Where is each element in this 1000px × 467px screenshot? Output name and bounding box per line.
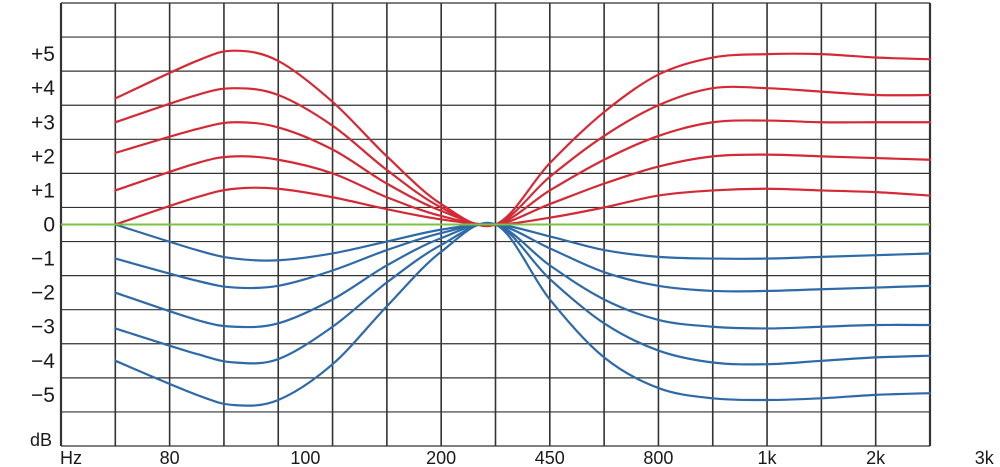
x-tick-label: 3k (975, 448, 995, 467)
y-tick-label: +4 (31, 77, 55, 100)
cut-curve-6 (114, 223, 932, 262)
boost-curve-4 (114, 153, 932, 226)
boost-curve-5 (114, 186, 932, 226)
y-tick-label: −2 (31, 282, 55, 305)
boost-curve-1 (114, 49, 932, 228)
x-unit-label: Hz (60, 448, 82, 467)
y-unit-label: dB (30, 430, 52, 450)
cut-curve-9 (114, 222, 932, 366)
y-tick-label: +1 (31, 179, 55, 202)
cut-curve-10 (114, 221, 932, 407)
cut-curve-7 (114, 222, 932, 293)
y-tick-label: 0 (43, 214, 55, 237)
y-tick-label: −1 (31, 248, 55, 271)
x-tick-label: 200 (426, 448, 456, 467)
y-tick-label: −4 (31, 350, 55, 373)
y-tick-label: +3 (31, 111, 55, 134)
x-tick-label: 100 (290, 448, 320, 467)
x-tick-label: 2k (866, 448, 886, 467)
x-tick-label: 800 (643, 448, 673, 467)
y-tick-label: +2 (31, 145, 55, 168)
y-tick-label: −5 (31, 384, 55, 407)
boost-curve-2 (114, 85, 932, 227)
y-tick-label: +5 (31, 43, 55, 66)
y-tick-label: −3 (31, 316, 55, 339)
x-tick-label: 1k (758, 448, 778, 467)
cut-curve-8 (114, 222, 932, 330)
x-tick-label: 450 (535, 448, 565, 467)
x-tick-label: 80 (160, 448, 180, 467)
boost-curve-3 (114, 119, 932, 227)
